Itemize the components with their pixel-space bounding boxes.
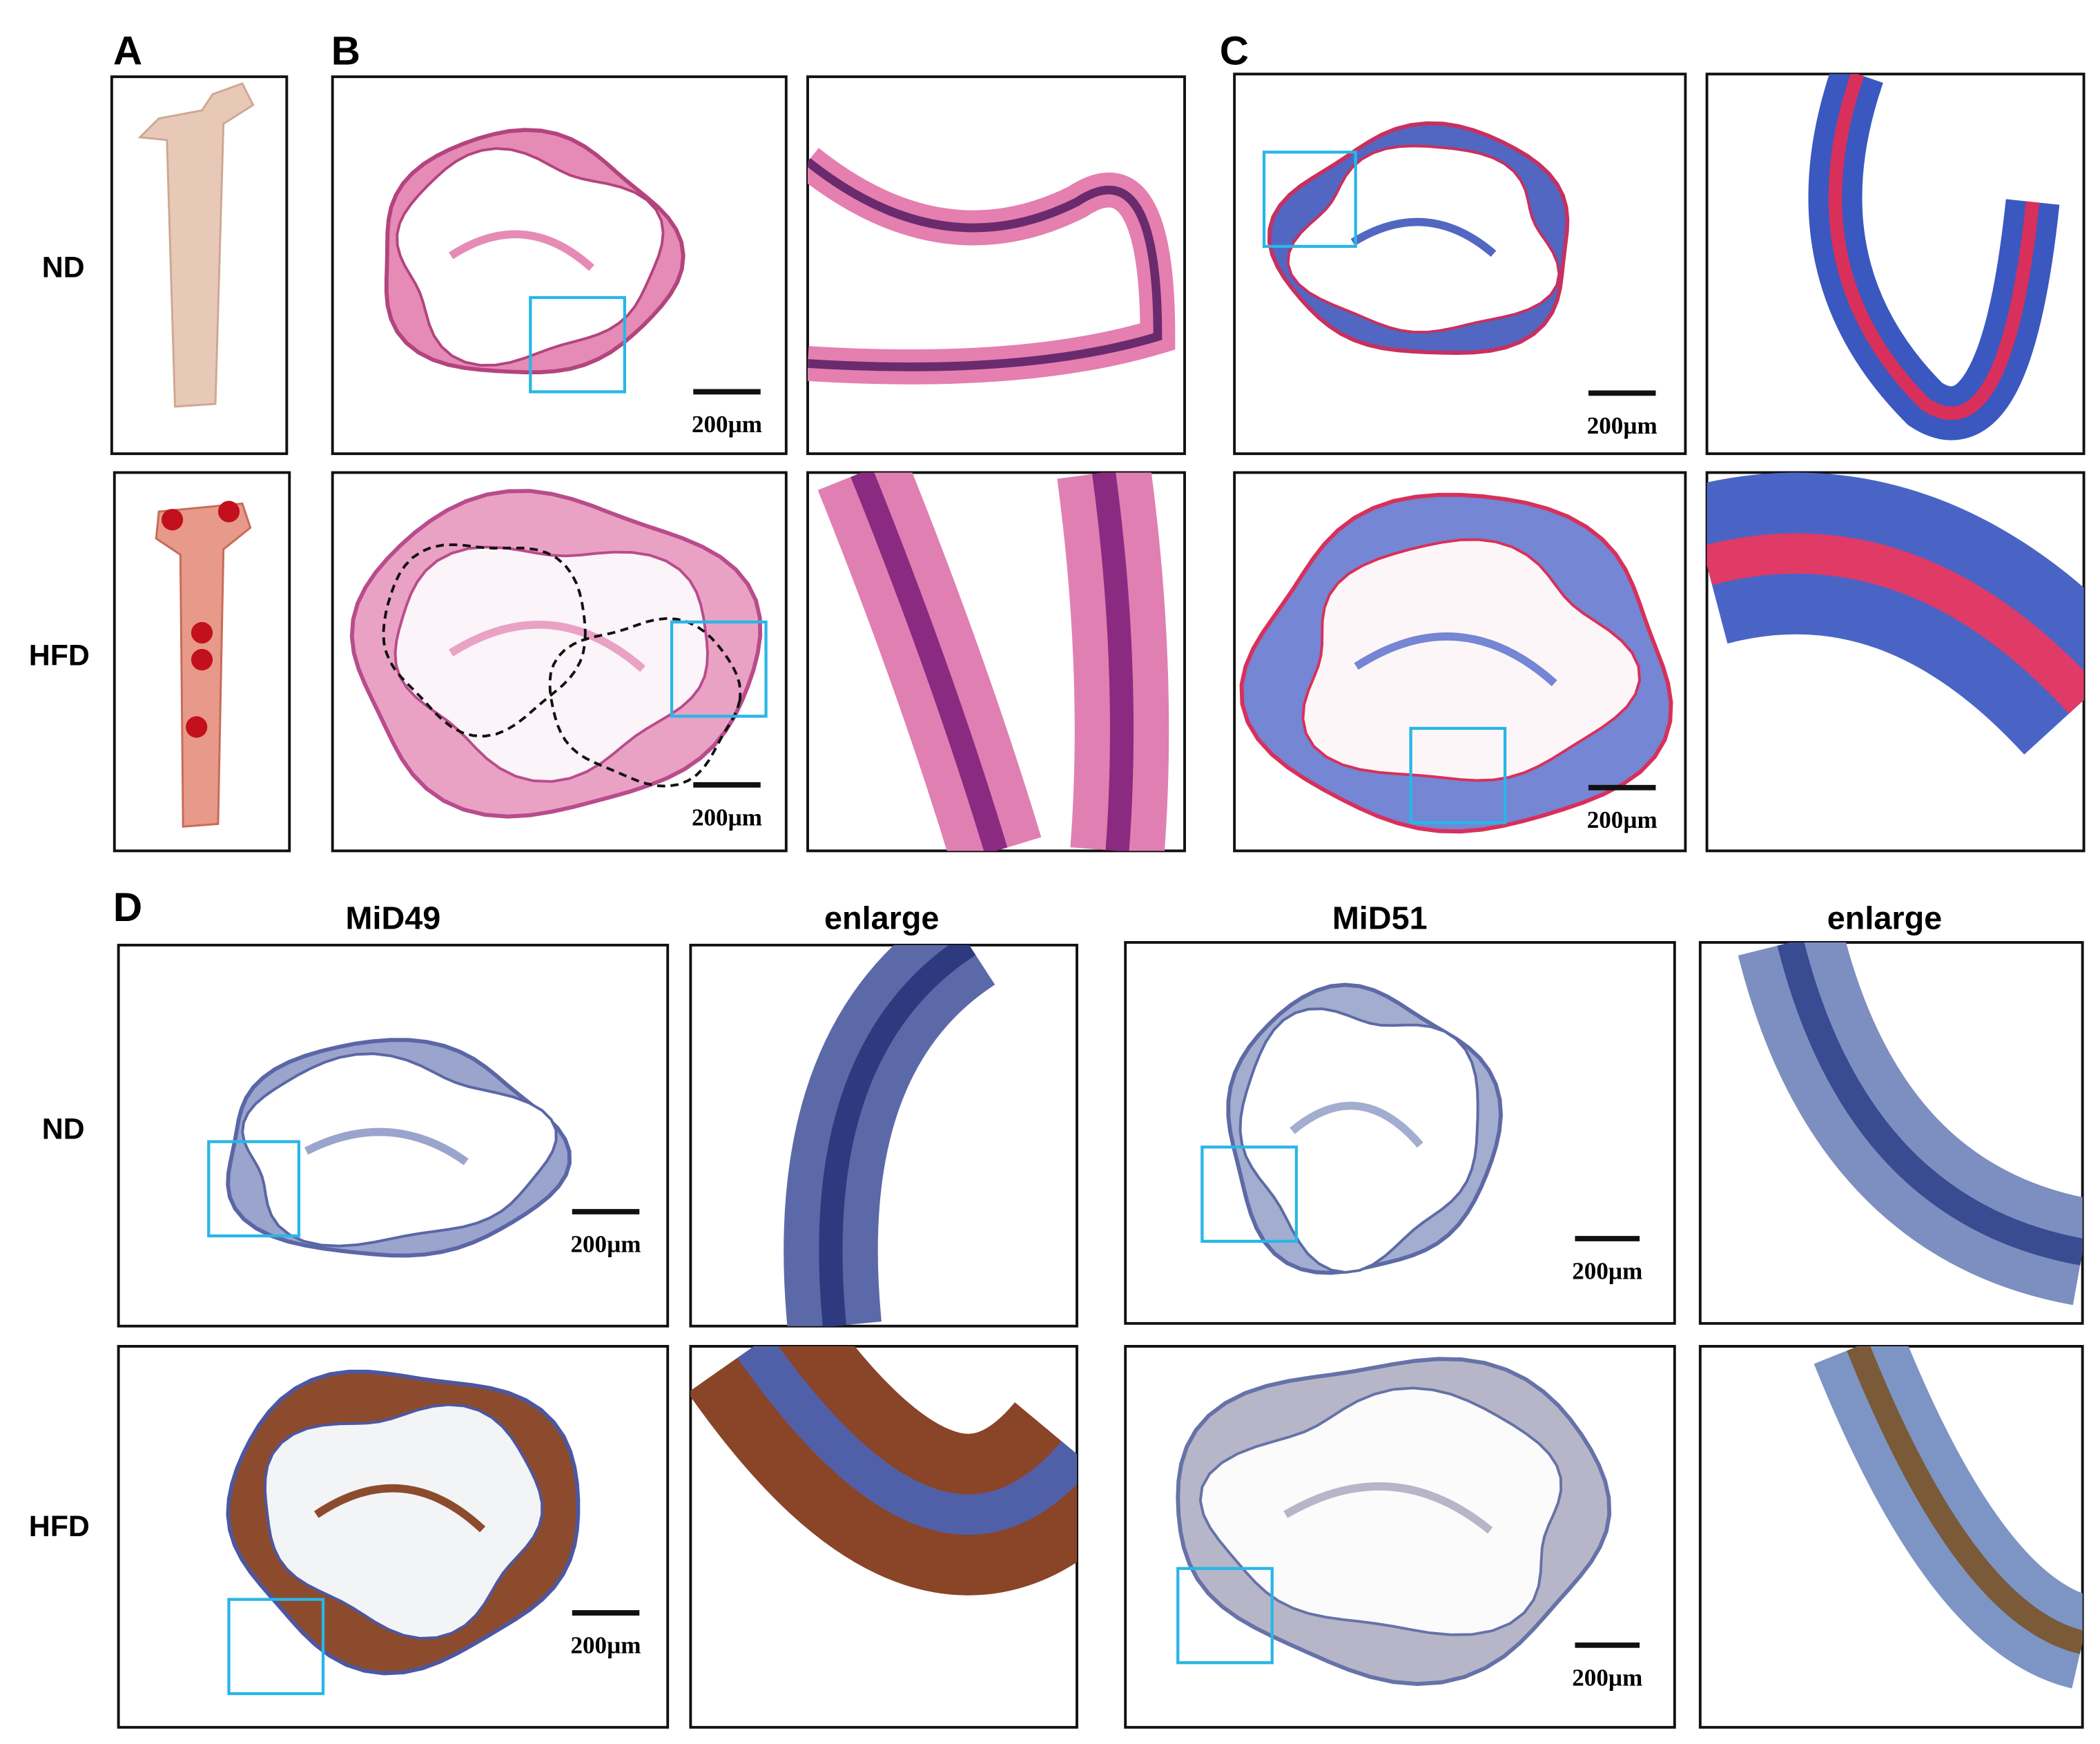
row-label: ND [42,1113,85,1146]
region-box [1176,1567,1274,1665]
scale-label: 200µm [1587,806,1657,833]
tissue-edge [819,944,976,1326]
vessel-lumen [393,545,709,783]
panel-label: B [331,29,360,74]
valve-leaflet [1354,632,1557,686]
scale-bars: 200µm 200µm 200µm 200µm 200µm 200µm 200µm 200µm [570,389,1657,1691]
scale-label: 200µm [1587,412,1657,439]
tissue-edge [1847,1346,2083,1654]
valve-leaflet [1350,217,1497,258]
plaque [191,621,213,644]
plaque [186,716,208,738]
tissue-edge [808,158,1163,371]
region-box [670,620,768,718]
plaque [191,648,213,671]
panel-label: A [113,29,142,74]
tissue-edge [1707,533,2084,714]
plaque [162,509,184,531]
row-label: ND [42,251,85,284]
scale-label: 200µm [1572,1257,1642,1284]
scale-label: 200µm [692,804,762,831]
region-box [1200,1145,1298,1243]
valve-leaflet [449,621,645,672]
region-box [207,1140,301,1238]
region-box [227,1598,325,1696]
lesion-outline [548,617,742,788]
tissue-edge [1828,74,2040,420]
scale-label: 200µm [570,1230,641,1257]
valve-leaflet [313,1484,486,1533]
column-header: MiD51 [1332,900,1428,936]
tissue-edge [850,472,1134,851]
region-box [529,295,626,394]
region-box [1262,151,1357,248]
panel-label: D [113,885,142,930]
vessel-lumen [264,1403,544,1640]
tissue-edge [1777,942,2083,1266]
vessel-lumen [1238,1007,1479,1274]
aorta-en-face [137,82,255,408]
tissue-edge [737,1346,1077,1535]
valve-leaflet [304,1127,469,1165]
vessel-lumen [1301,538,1642,782]
scale-label: 200µm [570,1632,641,1659]
column-header: enlarge [1827,900,1942,936]
vessel-lumen [241,1052,558,1248]
image-frame [806,75,1186,456]
valve-leaflet [1283,1482,1493,1534]
valve-leaflet [1290,1101,1423,1148]
vessel-lumen [1198,1386,1563,1636]
region-box [1409,726,1507,824]
lesion-outline [382,543,587,738]
column-header: MiD49 [346,900,441,936]
row-label: HFD [29,639,90,672]
column-header: enlarge [824,900,939,936]
scale-label: 200µm [1572,1664,1642,1691]
scale-label: 200µm [692,411,762,438]
row-label: HFD [29,1510,90,1543]
valve-leaflet [449,230,594,271]
plaque [217,501,240,523]
panel-label: C [1220,29,1249,74]
vessel-lumen [396,147,665,367]
